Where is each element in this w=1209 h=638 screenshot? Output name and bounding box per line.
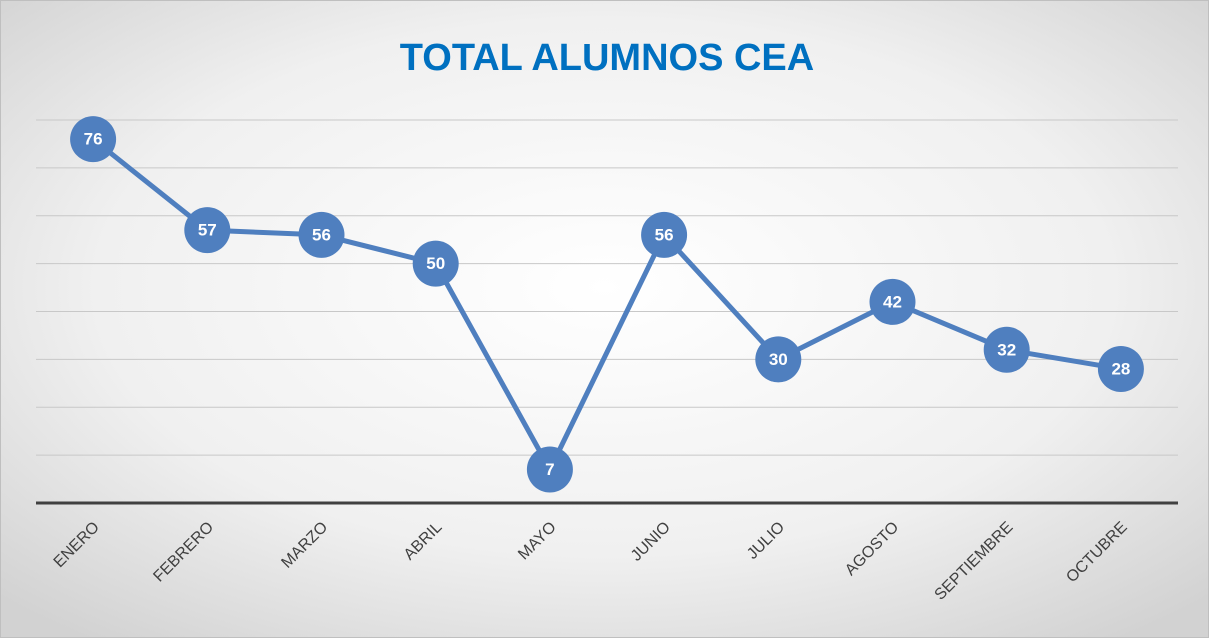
data-label: 50	[426, 254, 445, 273]
marker	[641, 211, 688, 258]
chart-title: TOTAL ALUMNOS CEA	[400, 37, 814, 79]
marker	[184, 207, 231, 254]
data-label: 32	[997, 340, 1016, 359]
marker	[869, 278, 916, 325]
data-label: 7	[545, 460, 554, 479]
marker	[412, 240, 459, 287]
data-label: 76	[84, 130, 103, 149]
data-label: 57	[198, 221, 217, 240]
marker	[298, 211, 345, 258]
marker	[983, 326, 1030, 373]
data-label: 30	[769, 350, 788, 369]
line	[91, 137, 1122, 472]
marker	[1097, 345, 1144, 392]
marker	[70, 116, 117, 163]
data-label: 56	[312, 225, 331, 244]
data-label: 56	[655, 225, 674, 244]
data-label: 28	[1111, 359, 1130, 378]
data-label: 42	[883, 292, 902, 311]
marker	[755, 336, 802, 383]
marker	[526, 446, 573, 493]
